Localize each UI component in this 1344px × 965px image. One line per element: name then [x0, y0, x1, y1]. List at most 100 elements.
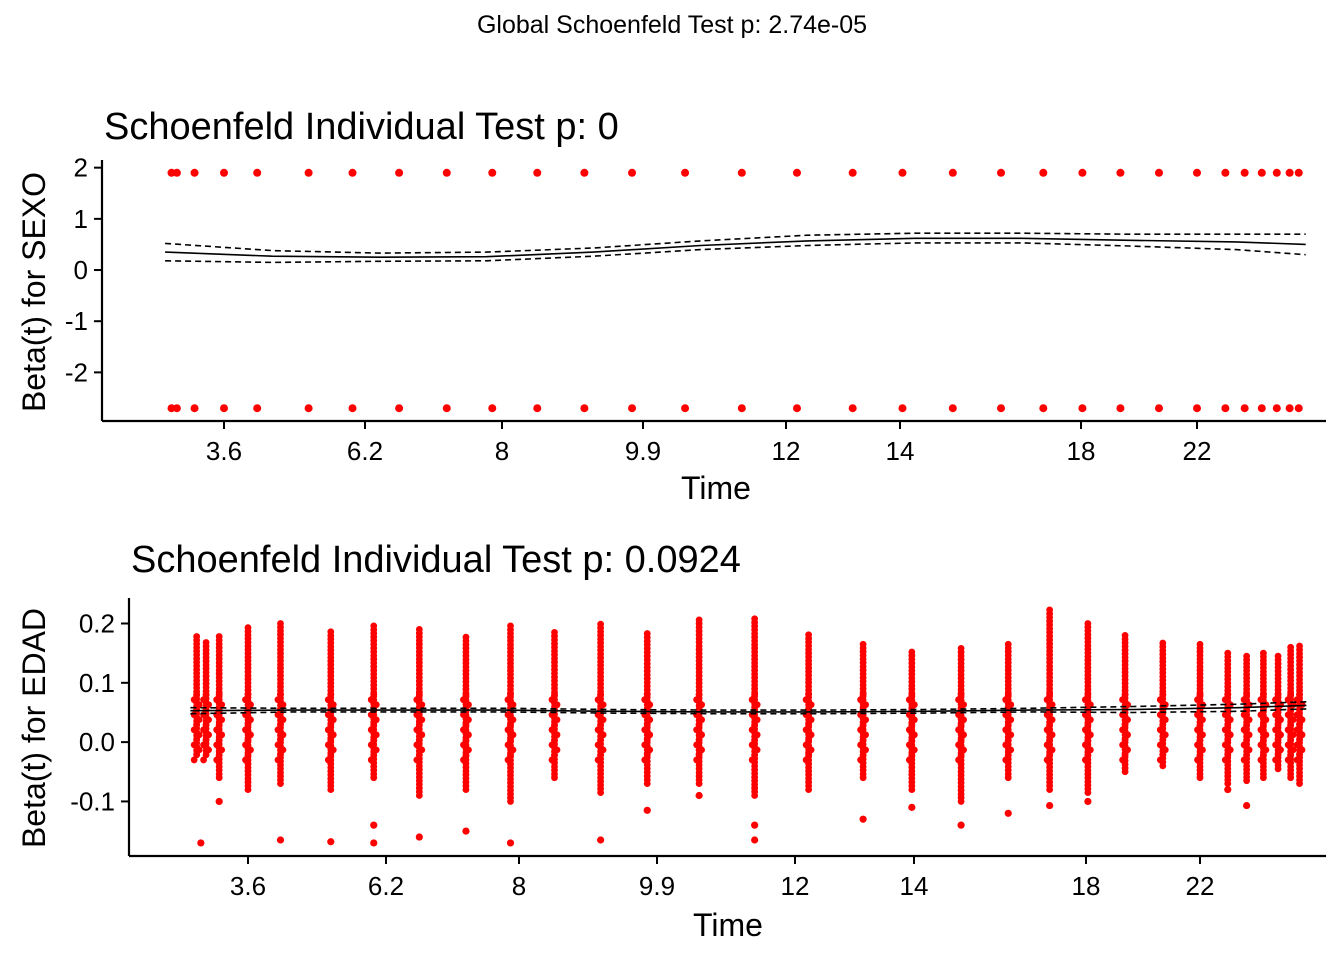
- data-point: [215, 736, 223, 744]
- data-point: [1221, 404, 1230, 413]
- y-tick-label: 0: [74, 255, 88, 285]
- data-point: [646, 716, 654, 724]
- data-point: [802, 696, 810, 704]
- data-point: [1199, 731, 1206, 739]
- x-tick-label: 3.6: [230, 871, 266, 901]
- data-point: [1226, 701, 1234, 709]
- data-point: [242, 696, 249, 704]
- data-point: [805, 721, 813, 729]
- data-point: [1196, 751, 1204, 759]
- data-point: [465, 746, 472, 754]
- data-point: [488, 404, 497, 413]
- y-tick-label: -0.1: [70, 786, 115, 816]
- data-point: [195, 701, 203, 709]
- data-point: [509, 746, 517, 754]
- data-point: [202, 751, 210, 759]
- x-tick-label: 22: [1183, 436, 1212, 466]
- data-point: [948, 168, 957, 177]
- data-point: [1262, 731, 1270, 739]
- data-point: [695, 736, 703, 744]
- data-point: [1240, 404, 1249, 413]
- y-axis-label: Beta(t) for EDAD: [16, 608, 52, 848]
- data-point: [859, 640, 867, 648]
- data-point: [1221, 696, 1229, 704]
- data-point: [279, 746, 287, 754]
- data-point: [957, 821, 965, 829]
- data-point: [1224, 649, 1232, 657]
- data-point: [1046, 736, 1054, 744]
- data-point: [580, 168, 589, 177]
- data-point: [1224, 721, 1232, 729]
- data-point: [1243, 736, 1251, 744]
- data-point: [1240, 711, 1248, 719]
- data-point: [1284, 696, 1292, 704]
- data-point: [247, 731, 254, 739]
- data-point: [1156, 726, 1164, 734]
- data-point: [415, 691, 423, 699]
- data-point: [1121, 736, 1129, 744]
- data-point: [1199, 716, 1206, 724]
- data-point: [1046, 751, 1054, 759]
- data-point: [460, 741, 467, 749]
- data-point: [1046, 606, 1054, 614]
- data-point: [1048, 746, 1056, 754]
- data-point: [698, 731, 706, 739]
- data-point: [1294, 404, 1303, 413]
- data-point: [462, 736, 470, 744]
- data-point: [748, 756, 756, 764]
- data-point: [1284, 741, 1292, 749]
- data-point: [594, 696, 602, 704]
- data-point: [190, 741, 198, 749]
- data-point: [693, 756, 701, 764]
- data-point: [1084, 691, 1092, 699]
- data-point: [693, 726, 701, 734]
- axes: [121, 598, 1326, 864]
- data-point: [1245, 716, 1253, 724]
- data-point: [367, 756, 375, 764]
- data-point: [415, 721, 423, 729]
- data-point: [279, 716, 287, 724]
- y-axis-label: Beta(t) for SEXO: [16, 172, 52, 412]
- data-point: [202, 721, 210, 729]
- data-point: [908, 648, 916, 656]
- data-point: [205, 746, 212, 754]
- data-point: [372, 746, 380, 754]
- y-tick-label: -1: [65, 306, 88, 336]
- x-tick-label: 3.6: [206, 436, 242, 466]
- data-point: [205, 731, 212, 739]
- data-point: [1240, 756, 1248, 764]
- data-point: [415, 626, 423, 633]
- data-point: [548, 696, 556, 704]
- data-point: [1293, 756, 1301, 764]
- data-point: [551, 751, 558, 759]
- data-point: [460, 711, 467, 719]
- data-point: [504, 726, 512, 734]
- data-point: [1296, 721, 1303, 729]
- data-point: [507, 691, 514, 699]
- data-point: [1284, 711, 1292, 719]
- data-point: [413, 756, 421, 764]
- data-point: [413, 741, 421, 749]
- data-point: [195, 731, 203, 739]
- data-point: [274, 756, 282, 764]
- scatter-points: [190, 606, 1306, 847]
- data-point: [862, 731, 870, 739]
- y-tick-labels: -0.1 0.0 0.1 0.2: [70, 609, 115, 817]
- data-point: [274, 741, 282, 749]
- data-point: [859, 691, 867, 699]
- data-point: [465, 731, 472, 739]
- data-point: [462, 751, 470, 759]
- x-tick-label: 12: [772, 436, 801, 466]
- data-point: [1081, 696, 1089, 704]
- data-point: [1119, 756, 1126, 764]
- data-point: [190, 726, 198, 734]
- data-point: [247, 746, 254, 754]
- data-point: [1296, 642, 1303, 650]
- data-point: [213, 696, 221, 704]
- data-point: [1245, 746, 1253, 754]
- data-point: [1298, 731, 1306, 739]
- data-point: [413, 711, 421, 719]
- data-point: [327, 691, 335, 699]
- data-point: [1284, 726, 1292, 734]
- data-point: [1002, 741, 1010, 749]
